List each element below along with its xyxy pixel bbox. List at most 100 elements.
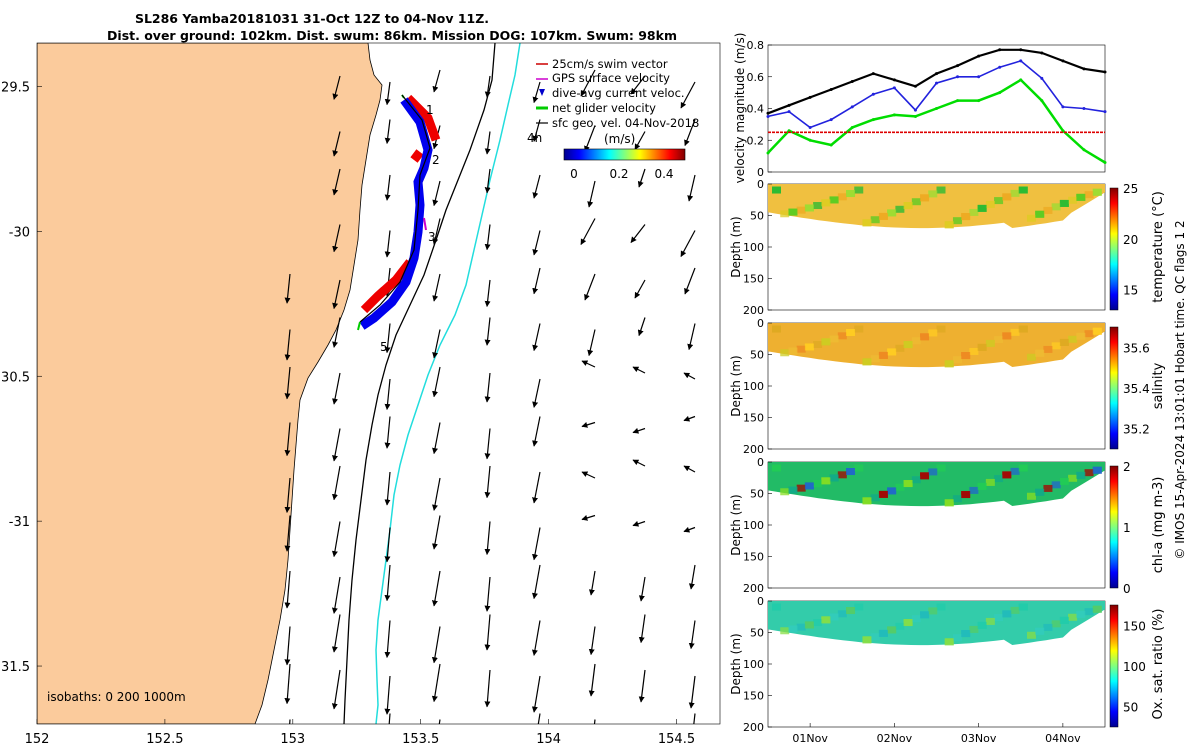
velocity-vector-arrow [580,69,596,97]
title-line-1: SL286 Yamba20181031 31-Oct 12Z to 04-Nov… [135,11,489,26]
velocity-vector-arrow [532,323,541,352]
section-ytick-label: 100 [743,241,764,254]
velocity-vector-arrow [284,515,291,552]
velocity-point [850,126,854,130]
title-line-2: Dist. over ground: 102km. Dist. swum: 86… [107,28,677,43]
velocity-vector-arrow [284,570,291,609]
colorbar-tick-label: 25 [1123,182,1138,196]
velocity-vector-arrow [632,427,646,434]
velocity-point [892,113,896,117]
section-data-cell [1018,464,1028,472]
section-data-cell [903,202,913,210]
section-data-cell [985,339,995,347]
section-data-cell [977,343,987,351]
section-data-cell [887,626,897,634]
velocity-vector-arrow [637,317,646,337]
velocity-vector-arrow [484,428,491,460]
section-data-cell [920,333,930,341]
section-ytick-label: 200 [743,304,764,317]
section-data-cell [969,625,979,633]
velocity-vector-arrow [484,669,491,708]
section-data-cell [1068,196,1078,204]
velocity-vector-arrow [432,180,441,207]
section-data-cell [837,332,847,340]
section-data-cell [862,219,872,227]
section-panel: 0 50 100 150 200 Depth (m) 50 100 150 Ox. sat. ra… [729,595,1166,734]
colorbar-tick-label: 35.4 [1123,382,1150,396]
velocity-vector-arrow [484,576,491,612]
velocity-point [829,87,833,91]
section-colorbar [1109,187,1119,311]
velocity-vector-arrow [384,81,391,106]
section-data-cell [1026,631,1036,639]
section-data-cell [1059,477,1069,485]
credit-text: © IMOS 15-Apr-2024 13:01:01 Hobart time.… [1173,220,1187,559]
time-xtick-label: 04Nov [1045,732,1081,745]
section-data-cell [1051,620,1061,628]
section-data-cell [952,634,962,642]
velocity-point [808,126,812,130]
section-data-cell [821,338,831,346]
section-data-cell [895,205,905,213]
velocity-vector-arrow [537,713,541,724]
section-data-cell [1076,332,1086,340]
waypoint-3: 3 [428,230,436,244]
section-data-cell [788,625,798,633]
section-data-cell [829,335,839,343]
velocity-vector-arrow [332,168,341,196]
velocity-vector-arrow [587,180,596,208]
section-data-cell [1092,327,1102,335]
section-data-cell [821,477,831,485]
map-colorbar-title: (m/s) [604,132,635,146]
section-data-cell [961,491,971,499]
map-colorbar: (m/s) 0 0.2 0.4 [563,132,686,181]
section-ytick-label: 50 [750,627,764,640]
section-data-cell [1010,467,1020,475]
section-data-cell [1035,488,1045,496]
section-data-cell [895,622,905,630]
section-data-cell [788,486,798,494]
section-data-cell [903,341,913,349]
colorbar-tick-label: 2 [1123,460,1131,474]
legend-dive-avg: dive-avg current veloc. [552,86,685,100]
velocity-vector-arrow [584,273,596,301]
velocity-point [850,80,854,84]
velocity-vector-arrow [432,69,441,93]
current-vectors-blue [359,97,433,330]
velocity-point [1019,78,1023,82]
colorbar-tick-label: 0 [1123,582,1131,596]
section-data-cell [961,352,971,360]
map-xtick-label: 152.5 [146,732,183,747]
velocity-point [1082,67,1086,71]
section-data-cell [1092,466,1102,474]
velocity-vector-arrow [687,323,696,351]
section-data-cell [911,198,921,206]
section-data-cell [1010,328,1020,336]
section-panel: 0 50 100 150 200 Depth (m) 35.2 35.4 35.6salinit… [729,317,1166,456]
velocity-vector-arrow [284,329,291,361]
section-data-cell [1026,214,1036,222]
section-data-cell [1068,335,1078,343]
velocity-point [913,114,917,118]
velocity-vector-arrow [532,416,541,447]
section-data-cell [788,208,798,216]
section-data-cell [878,490,888,498]
section-data-cell [796,206,806,214]
section-data-cell [1043,623,1053,631]
section-ylabel: Depth (m) [729,355,743,416]
velocity-vector-arrow [332,75,341,100]
velocity-point [956,64,960,68]
section-data-cell [985,617,995,625]
section-data-cell [829,613,839,621]
velocity-point [977,54,981,58]
section-data-cell [796,623,806,631]
colorbar-tick-label: 20 [1123,233,1138,247]
section-data-cell [813,341,823,349]
map-colorbar-tick-0: 0 [570,167,578,181]
section-data-cell [854,464,864,472]
velocity-vector-arrow [531,564,541,600]
velocity-vector-arrow [632,520,646,527]
section-data-cell [952,356,962,364]
velocity-vector-arrow [588,570,596,596]
